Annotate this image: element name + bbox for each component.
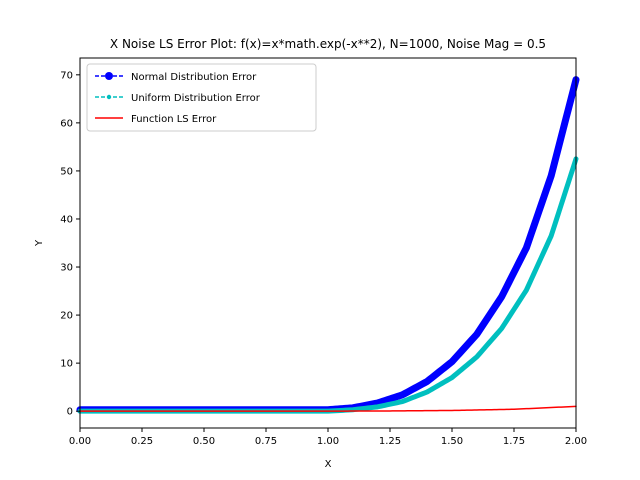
y-tick-label: 20 <box>60 311 73 322</box>
x-tick-label: 0.75 <box>255 436 277 447</box>
x-axis-label: X <box>325 459 332 470</box>
legend-label-3: Function LS Error <box>131 114 217 125</box>
y-axis-label: Y <box>34 239 45 247</box>
series-line-3 <box>79 405 577 412</box>
y-axis: 0 10 20 30 40 50 60 70 <box>60 70 80 418</box>
y-tick-label: 50 <box>60 166 73 177</box>
legend-marker-2 <box>106 94 112 100</box>
x-tick-label: 0.25 <box>131 436 153 447</box>
x-tick-label: 0.50 <box>193 436 215 447</box>
legend-box <box>86 63 317 132</box>
y-tick-label: 40 <box>60 214 73 225</box>
x-tick-label: 1.00 <box>317 436 339 447</box>
x-tick-label: 1.50 <box>441 436 463 447</box>
chart-title: X Noise LS Error Plot: f(x)=x*math.exp(-… <box>110 37 546 51</box>
y-tick-label: 30 <box>60 263 73 274</box>
x-tick-label: 1.75 <box>503 436 525 447</box>
y-tick-label: 10 <box>60 359 73 370</box>
legend-label-1: Normal Distribution Error <box>131 72 257 83</box>
plot-area <box>76 76 580 414</box>
y-tick-label: 0 <box>67 407 73 418</box>
legend-label-2: Uniform Distribution Error <box>131 93 261 104</box>
x-tick-label: 2.00 <box>565 436 587 447</box>
legend-marker-1 <box>105 72 113 80</box>
y-tick-label: 60 <box>60 118 73 129</box>
x-tick-label: 1.25 <box>379 436 401 447</box>
x-tick-label: 0.00 <box>69 436 91 447</box>
legend: Normal Distribution Error Uniform Distrib… <box>86 63 317 132</box>
x-axis: 0.00 0.25 0.50 0.75 1.00 1.25 1.50 1.75 2.00 <box>69 428 587 447</box>
y-tick-label: 70 <box>60 70 73 81</box>
